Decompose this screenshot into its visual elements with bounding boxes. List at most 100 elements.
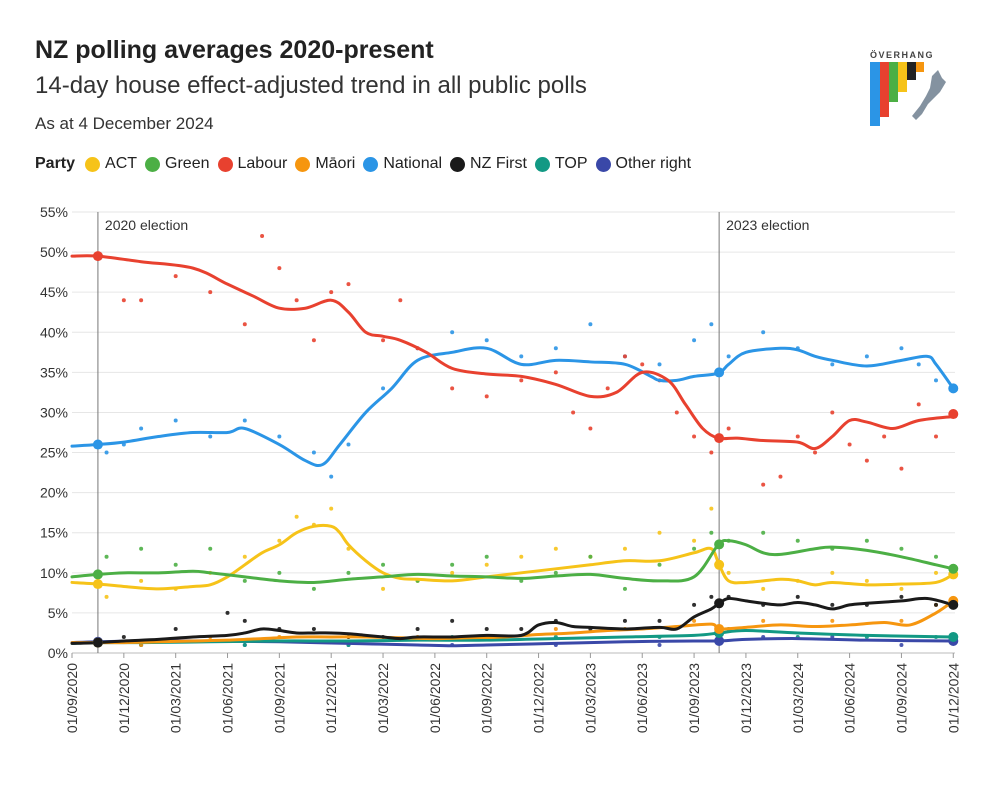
labour-poll-point	[813, 450, 818, 455]
legend-swatch	[295, 156, 311, 172]
nz-first-poll-point	[121, 634, 126, 639]
national-poll-point	[242, 418, 247, 423]
act-poll-point	[657, 530, 662, 535]
green-poll-point	[242, 578, 247, 583]
national-poll-point	[916, 362, 921, 367]
maori-trend-line	[70, 599, 955, 645]
maori-poll-point	[761, 618, 766, 623]
labour-poll-point	[709, 450, 714, 455]
act-poll-point	[329, 506, 334, 511]
logo-text: ÖVERHANG	[870, 50, 934, 60]
y-tick-label: 15%	[40, 525, 68, 541]
x-tick-label: 01/12/2021	[323, 663, 339, 733]
green-poll-point	[484, 554, 489, 559]
labour-poll-point	[121, 298, 126, 303]
labour-poll-point	[674, 410, 679, 415]
x-tick-label: 01/12/2022	[531, 663, 547, 733]
act-poll-point	[622, 546, 627, 551]
national-poll-point	[346, 442, 351, 447]
labour-poll-point	[260, 234, 265, 239]
green-poll-point	[795, 538, 800, 543]
legend-swatch	[363, 156, 379, 172]
green-poll-point	[864, 538, 869, 543]
nz-first-end-marker	[948, 599, 959, 610]
y-axis: 0% 5% 10% 15% 20% 25% 30% 35% 40% 45% 50% 55%	[40, 204, 68, 661]
nz-first-poll-point	[415, 626, 420, 631]
other-right-election-marker	[714, 635, 725, 646]
x-tick-label: 01/12/2020	[116, 663, 132, 733]
y-tick-label: 50%	[40, 244, 68, 260]
national-poll-point	[588, 322, 593, 327]
top-poll-point	[242, 642, 247, 647]
x-tick-label: 01/09/2020	[64, 663, 80, 733]
national-election-marker	[92, 439, 103, 450]
labour-poll-point	[882, 434, 887, 439]
nz-first-poll-point	[519, 626, 524, 631]
legend-swatch	[534, 156, 550, 172]
nz-first-poll-point	[692, 602, 697, 607]
labour-poll-point	[899, 466, 904, 471]
legend-swatch	[595, 156, 611, 172]
national-poll-point	[899, 346, 904, 351]
legend-item-maori: Māori	[295, 155, 355, 173]
act-poll-point	[553, 546, 558, 551]
labour-poll-point	[329, 290, 334, 295]
legend-swatch	[217, 156, 233, 172]
green-poll-point	[346, 570, 351, 575]
national-trend-line	[70, 346, 955, 468]
election-markers: 2020 election 2023 election	[97, 212, 809, 653]
act-poll-point	[484, 562, 489, 567]
y-tick-label: 30%	[40, 404, 68, 420]
x-tick-label: 01/03/2021	[168, 663, 184, 733]
chart-area: 0% 5% 10% 15% 20% 25% 30% 35% 40% 45% 50% 55% 01/09…	[40, 204, 961, 733]
labour-poll-point	[242, 322, 247, 327]
as-at-date: As at 4 December 2024	[35, 114, 214, 133]
labour-poll-point	[277, 266, 282, 271]
x-tick-label: 01/06/2023	[634, 663, 650, 733]
green-poll-point	[899, 546, 904, 551]
legend-label: National	[383, 155, 443, 172]
y-tick-label: 5%	[48, 605, 68, 621]
overhang-logo: ÖVERHANG	[870, 50, 946, 126]
labour-poll-point	[139, 298, 144, 303]
nz-first-poll-point	[622, 618, 627, 623]
labour-poll-point	[916, 402, 921, 407]
x-tick-label: 01/03/2022	[375, 663, 391, 733]
act-election-marker	[714, 559, 725, 570]
x-tick-label: 01/09/2023	[686, 663, 702, 733]
trend-lines	[70, 254, 955, 648]
legend-label: ACT	[105, 155, 138, 172]
legend-swatch	[85, 156, 101, 172]
legend-title: Party	[35, 155, 76, 172]
labour-poll-point	[381, 338, 386, 343]
nz-first-poll-point	[242, 618, 247, 623]
labour-poll-point	[553, 370, 558, 375]
labour-poll-point	[173, 274, 178, 279]
green-poll-point	[622, 586, 627, 591]
x-tick-label: 01/06/2022	[427, 663, 443, 733]
act-poll-point	[709, 506, 714, 511]
labour-trend-line	[70, 254, 955, 451]
nz-first-trend-line	[70, 596, 955, 645]
labour-poll-point	[761, 482, 766, 487]
legend-label: Green	[165, 155, 210, 172]
national-poll-point	[864, 354, 869, 359]
top-end-marker	[948, 631, 959, 642]
nz-first-election-marker	[92, 637, 103, 648]
act-poll-point	[692, 538, 697, 543]
green-poll-point	[381, 562, 386, 567]
y-tick-label: 45%	[40, 284, 68, 300]
nz-first-poll-point	[657, 618, 662, 623]
green-poll-point	[450, 562, 455, 567]
national-poll-point	[484, 338, 489, 343]
legend-item-national: National	[363, 155, 442, 173]
labour-poll-point	[311, 338, 316, 343]
labour-end-marker	[948, 409, 959, 420]
y-tick-label: 55%	[40, 204, 68, 220]
labour-poll-point	[519, 378, 524, 383]
nz-first-poll-point	[484, 626, 489, 631]
logo-bar	[898, 62, 907, 92]
labour-election-marker	[714, 433, 725, 444]
labour-poll-point	[864, 458, 869, 463]
maori-election-marker	[714, 623, 725, 634]
